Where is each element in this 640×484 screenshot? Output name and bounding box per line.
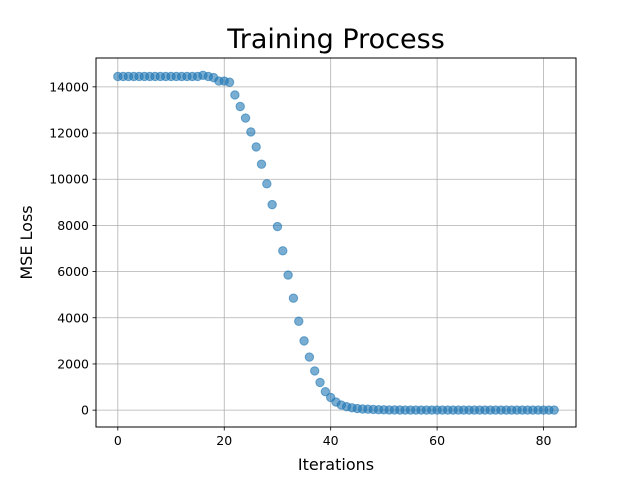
data-point [256,159,267,169]
data-point [299,336,309,346]
data-point [315,377,325,388]
data-point [304,352,315,362]
data-point [278,246,288,256]
y-tick-label: 4000 [57,310,89,325]
data-point [288,293,299,303]
data-point [230,90,240,100]
data-point [246,127,256,137]
y-axis-ticks: 0 2000 4000 6000 8000 10000 12000 14000 [49,79,96,418]
data-point [294,316,304,326]
y-tick-label: 14000 [49,79,89,94]
x-tick-label: 60 [429,433,445,448]
y-tick-label: 12000 [49,126,89,141]
y-tick-label: 6000 [57,264,89,279]
x-axis-label: Iterations [298,455,374,474]
data-point [262,179,272,189]
data-point [320,386,331,397]
y-tick-label: 2000 [57,356,89,371]
grid-lines [96,58,576,427]
x-tick-label: 20 [216,433,232,448]
plot-area-frame [95,57,577,428]
x-axis-ticks: 0 20 40 60 80 [114,427,552,448]
y-tick-label: 8000 [57,218,89,233]
data-point [235,101,245,112]
y-axis-label: MSE Loss [17,205,36,279]
x-tick-label: 40 [323,433,339,448]
y-tick-label: 10000 [49,172,89,187]
data-point [224,77,235,87]
data-point [310,366,320,376]
data-point [251,142,261,152]
x-tick-label: 0 [114,433,122,448]
data-point [283,270,293,280]
data-points [113,70,559,415]
data-point [267,199,277,210]
data-point [272,221,283,232]
x-tick-label: 80 [536,433,552,448]
y-tick-label: 0 [81,403,89,418]
chart-title: Training Process [226,24,445,55]
data-point [240,113,251,123]
data-point [549,405,559,415]
